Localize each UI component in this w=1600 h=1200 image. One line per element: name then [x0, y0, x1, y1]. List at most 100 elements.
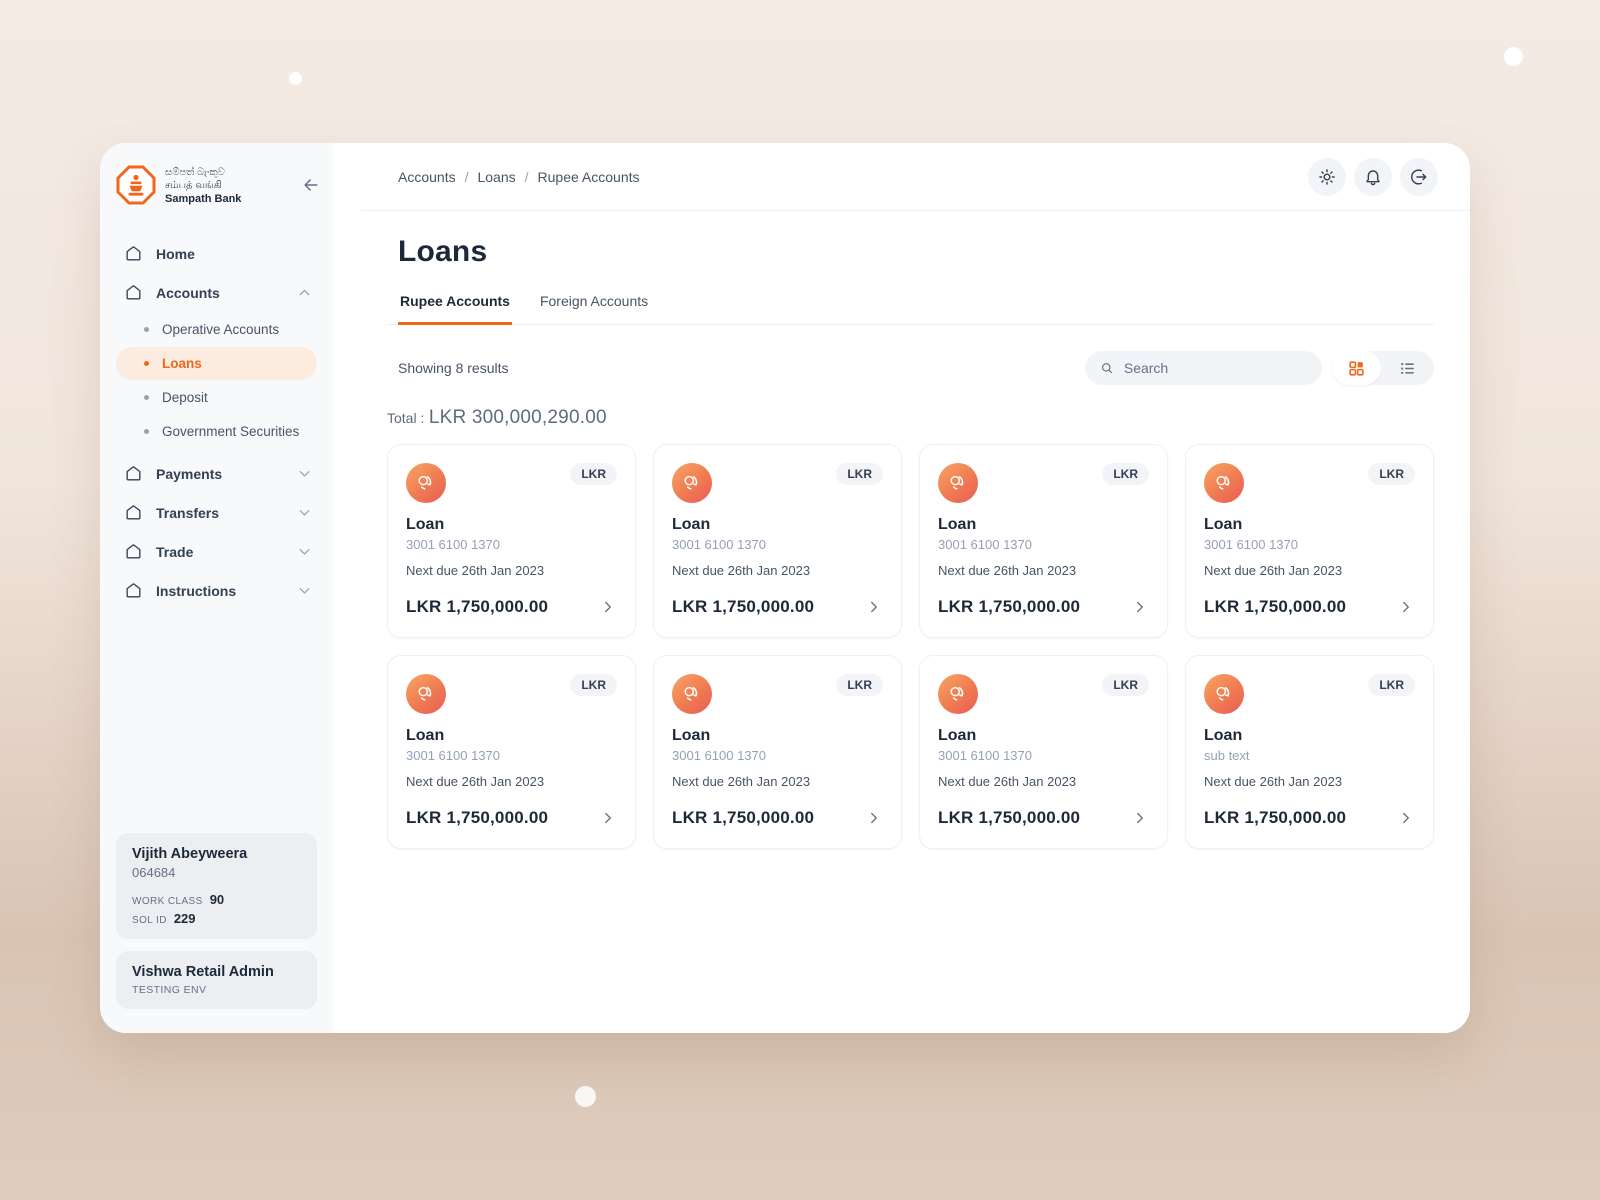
sidebar-item-label: Home — [156, 245, 195, 262]
currency-badge: LKR — [570, 463, 617, 485]
breadcrumb-rupee-accounts[interactable]: Rupee Accounts — [537, 168, 640, 185]
chevron-right-icon[interactable] — [1131, 598, 1149, 616]
sidebar-nav: Home Accounts Operative Accounts Loans D… — [100, 226, 333, 610]
loan-card[interactable]: LKR Loan 3001 6100 1370 Next due 26th Ja… — [387, 655, 636, 849]
loan-next-due: Next due 26th Jan 2023 — [406, 563, 545, 578]
sidebar-item-label: Accounts — [156, 284, 220, 301]
chevron-right-icon[interactable] — [1397, 598, 1415, 616]
chevron-right-icon[interactable] — [865, 809, 883, 827]
sidebar-subitem-label: Loans — [162, 356, 202, 371]
sidebar-item-label: Instructions — [156, 582, 237, 599]
theme-toggle-button[interactable] — [1308, 157, 1346, 196]
house-icon — [124, 542, 143, 561]
loan-card[interactable]: LKR Loan 3001 6100 1370 Next due 26th Ja… — [919, 655, 1168, 849]
total-amount: LKR 300,000,290.00 — [428, 407, 607, 428]
logout-button[interactable] — [1400, 157, 1438, 196]
chevron-right-icon[interactable] — [1397, 809, 1415, 827]
currency-badge: LKR — [836, 674, 883, 696]
sidebar-item-transfers[interactable]: Transfers — [110, 493, 323, 532]
loan-account-number: 3001 6100 1370 — [1204, 537, 1298, 552]
page-title: Loans — [398, 235, 488, 268]
loan-amount: LKR 1,750,000.00 — [938, 597, 1081, 616]
bank-logo-block: සම්පත් බැංකුව சம்பத் வங்கி Sampath Bank — [100, 143, 333, 226]
results-count: Showing 8 results — [398, 360, 509, 376]
sidebar-bottom: Vijith Abeyweera 064684 WORK CLASS 90 SO… — [100, 821, 333, 1033]
sol-id-value: 229 — [173, 911, 196, 926]
collapse-sidebar-button[interactable] — [301, 165, 321, 200]
bullet-icon — [144, 327, 149, 332]
loan-account-number: 3001 6100 1370 — [938, 748, 1032, 763]
list-view-button[interactable] — [1381, 351, 1434, 385]
sidebar-subitem-operative-accounts[interactable]: Operative Accounts — [116, 313, 317, 346]
environment-label: TESTING ENV — [132, 984, 207, 996]
sidebar-item-payments[interactable]: Payments — [110, 454, 323, 493]
bullet-icon — [144, 429, 149, 434]
topbar: Accounts / Loans / Rupee Accounts — [333, 143, 1470, 210]
sidebar-subitem-label: Government Securities — [162, 424, 300, 439]
currency-badge: LKR — [570, 674, 617, 696]
grid-view-button[interactable] — [1332, 351, 1381, 385]
breadcrumb-accounts[interactable]: Accounts — [398, 168, 456, 185]
chevron-down-icon — [296, 504, 313, 521]
sidebar-subitem-loans[interactable]: Loans — [116, 347, 317, 380]
loan-title: Loan — [938, 516, 977, 533]
grid-icon — [1349, 360, 1364, 376]
loan-card[interactable]: LKR Loan 3001 6100 1370 Next due 26th Ja… — [653, 444, 902, 638]
sidebar-subitem-government-securities[interactable]: Government Securities — [116, 415, 317, 448]
loan-coin-icon — [406, 674, 446, 714]
loan-amount: LKR 1,750,000.00 — [1204, 597, 1347, 616]
breadcrumb-loans[interactable]: Loans — [477, 168, 516, 185]
sol-id-label: SOL ID — [132, 915, 167, 926]
sidebar-item-instructions[interactable]: Instructions — [110, 571, 323, 610]
loan-title: Loan — [938, 727, 977, 744]
sidebar-item-label: Trade — [156, 543, 194, 560]
house-icon — [124, 244, 143, 263]
search-box[interactable] — [1085, 351, 1322, 385]
loan-coin-icon — [672, 463, 712, 503]
decor-dot — [289, 72, 302, 85]
sidebar-item-trade[interactable]: Trade — [110, 532, 323, 571]
loan-card[interactable]: LKR Loan 3001 6100 1370 Next due 26th Ja… — [919, 444, 1168, 638]
tab-bar: Rupee Accounts Foreign Accounts — [387, 293, 1434, 325]
chevron-right-icon[interactable] — [1131, 809, 1149, 827]
loan-account-number: 3001 6100 1370 — [672, 748, 766, 763]
sidebar-subitem-deposit[interactable]: Deposit — [116, 381, 317, 414]
user-name: Vijith Abeyweera — [132, 846, 248, 862]
bell-icon — [1366, 169, 1380, 185]
loan-next-due: Next due 26th Jan 2023 — [1204, 563, 1343, 578]
currency-badge: LKR — [1102, 674, 1149, 696]
loan-card[interactable]: LKR Loan 3001 6100 1370 Next due 26th Ja… — [1185, 444, 1434, 638]
tab-rupee-accounts[interactable]: Rupee Accounts — [398, 293, 512, 325]
loan-amount: LKR 1,750,000.00 — [672, 597, 815, 616]
chevron-right-icon[interactable] — [599, 809, 617, 827]
chevron-right-icon[interactable] — [865, 598, 883, 616]
work-class-label: WORK CLASS — [132, 896, 203, 907]
loan-next-due: Next due 26th Jan 2023 — [672, 774, 811, 789]
bank-name-sinhala: සම්පත් බැංකුව — [165, 167, 225, 178]
bank-name: සම්පත් බැංකුව சம்பத் வங்கி Sampath Bank — [165, 165, 241, 206]
loan-cards-grid: LKR Loan 3001 6100 1370 Next due 26th Ja… — [387, 444, 1434, 849]
loan-title: Loan — [1204, 516, 1243, 533]
loan-card[interactable]: LKR Loan 3001 6100 1370 Next due 26th Ja… — [653, 655, 902, 849]
chevron-down-icon — [296, 543, 313, 560]
topbar-divider — [361, 210, 1470, 211]
loan-card[interactable]: LKR Loan 3001 6100 1370 Next due 26th Ja… — [387, 444, 636, 638]
loan-title: Loan — [672, 727, 711, 744]
chevron-right-icon[interactable] — [599, 598, 617, 616]
loan-card[interactable]: LKR Loan sub text Next due 26th Jan 2023… — [1185, 655, 1434, 849]
tab-foreign-accounts[interactable]: Foreign Accounts — [539, 293, 649, 309]
loan-amount: LKR 1,750,000.00 — [406, 808, 549, 827]
sidebar-item-home[interactable]: Home — [110, 234, 323, 273]
sidebar-item-accounts[interactable]: Accounts — [110, 273, 323, 312]
loan-title: Loan — [406, 516, 445, 533]
currency-badge: LKR — [1368, 463, 1415, 485]
search-input[interactable] — [1123, 360, 1308, 376]
loan-title: Loan — [406, 727, 445, 744]
loan-coin-icon — [406, 463, 446, 503]
sidebar-item-label: Payments — [156, 465, 223, 482]
house-icon — [124, 503, 143, 522]
notifications-button[interactable] — [1354, 157, 1392, 196]
currency-badge: LKR — [1368, 674, 1415, 696]
chevron-down-icon — [296, 465, 313, 482]
loan-next-due: Next due 26th Jan 2023 — [672, 563, 811, 578]
